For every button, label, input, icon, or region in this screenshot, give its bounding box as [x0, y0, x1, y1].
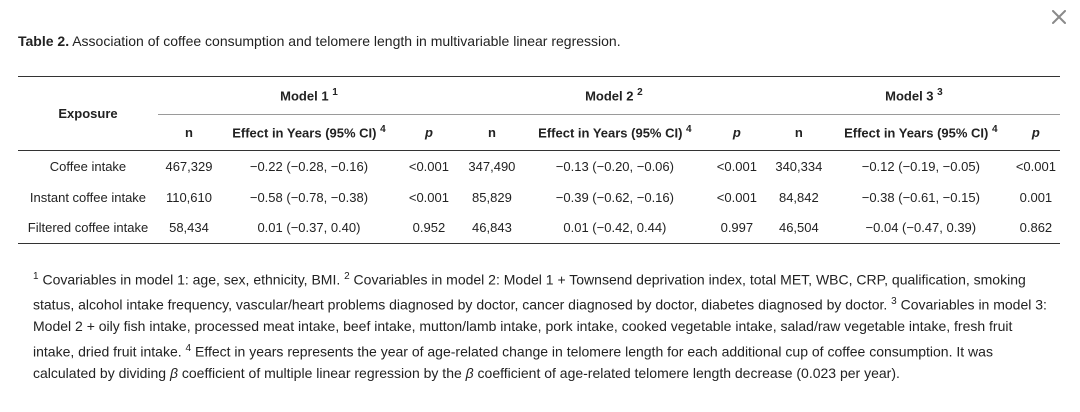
close-button[interactable] — [1046, 6, 1072, 32]
model2-header: Model 2 2 — [459, 76, 768, 115]
table-cell: 467,329 — [165, 158, 213, 174]
exposure-cell: Coffee intake — [49, 158, 127, 174]
p-header: p — [1011, 114, 1060, 151]
table-cell: 0.01 (−0.37, 0.40) — [219, 212, 398, 244]
table-cell: 347,490 — [468, 158, 516, 174]
table-cell: <0.001 — [716, 158, 757, 174]
table-cell: 340,334 — [775, 158, 823, 174]
close-icon — [1052, 9, 1066, 29]
table-cell: <0.001 — [1015, 158, 1056, 174]
caption-label: Table 2. — [18, 33, 70, 49]
table-cell: 110,610 — [165, 189, 212, 205]
table-cell: 0.997 — [705, 212, 768, 244]
table-cell: <0.001 — [716, 189, 757, 205]
table-row: Instant coffee intake 110,610 −0.58 (−0.… — [18, 182, 1060, 213]
model1-header: Model 1 1 — [157, 76, 460, 115]
table-cell: 0.01 (−0.42, 0.44) — [523, 212, 706, 244]
table-cell: 58,434 — [157, 212, 220, 244]
effect-header: Effect in Years (95% CI) 4 — [219, 114, 398, 151]
table-cell: −0.04 (−0.47, 0.39) — [829, 212, 1012, 244]
table-cell: −0.38 (−0.61, −0.15) — [861, 189, 980, 205]
table-cell: 84,842 — [778, 189, 819, 205]
effect-header: Effect in Years (95% CI) 4 — [829, 114, 1012, 151]
table-cell: 46,504 — [767, 212, 830, 244]
effect-header: Effect in Years (95% CI) 4 — [523, 114, 706, 151]
table-cell: 46,843 — [459, 212, 524, 244]
n-header: n — [157, 114, 220, 151]
n-header: n — [767, 114, 830, 151]
table-cell: −0.39 (−0.62, −0.16) — [555, 189, 674, 205]
exposure-cell: Filtered coffee intake — [18, 212, 158, 244]
table-cell: 0.952 — [397, 212, 460, 244]
table-cell: 0.001 — [1019, 189, 1053, 205]
table-cell: −0.13 (−0.20, −0.06) — [555, 158, 674, 174]
table-cell: <0.001 — [408, 158, 449, 174]
table-footnotes: 1 Covariables in model 1: age, sex, ethn… — [33, 271, 1047, 381]
table-cell: −0.58 (−0.78, −0.38) — [249, 189, 369, 205]
table-cell: 85,829 — [472, 189, 512, 205]
n-header: n — [459, 114, 524, 151]
table-cell: −0.22 (−0.28, −0.16) — [249, 158, 369, 174]
table-cell: −0.12 (−0.19, −0.05) — [861, 158, 980, 174]
p-header: p — [705, 114, 768, 151]
caption-text: Association of coffee consumption and te… — [69, 33, 621, 49]
exposure-cell: Instant coffee intake — [29, 189, 147, 205]
exposure-header: Exposure — [18, 76, 158, 151]
table-cell: <0.001 — [408, 189, 449, 205]
results-table: Exposure Model 1 1 Model 2 2 Model 3 3 n… — [18, 76, 1060, 244]
p-header: p — [397, 114, 460, 151]
model3-header: Model 3 3 — [767, 76, 1060, 115]
table-cell: 0.862 — [1011, 212, 1060, 244]
table-caption: Table 2. Association of coffee consumpti… — [18, 33, 621, 49]
table-row: Coffee intake 467,329 −0.22 (−0.28, −0.1… — [18, 151, 1060, 182]
table-row: Filtered coffee intake 58,434 0.01 (−0.3… — [18, 212, 1060, 244]
